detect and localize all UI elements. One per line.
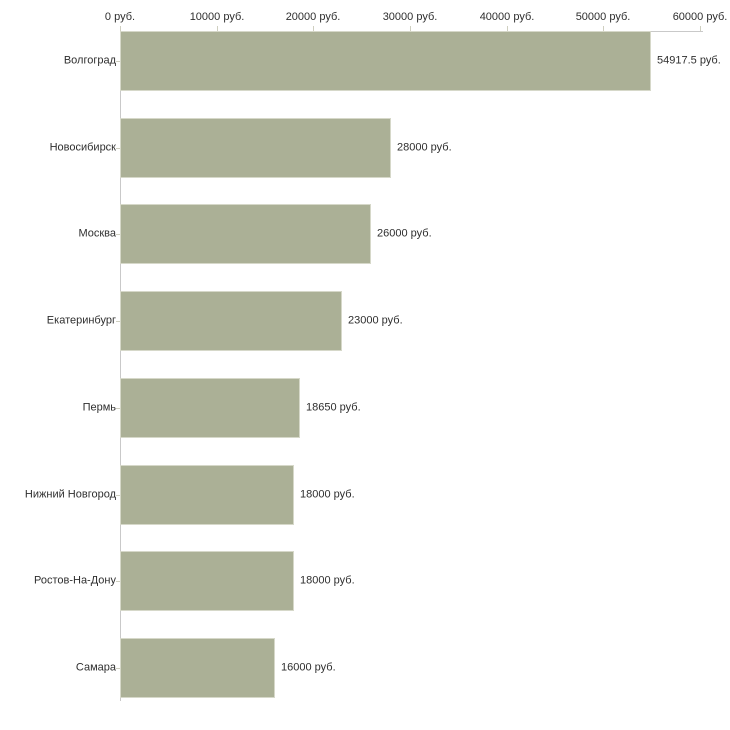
value-label: 28000 руб. xyxy=(397,141,452,154)
y-axis-tick xyxy=(116,61,120,62)
value-label: 18000 руб. xyxy=(300,574,355,587)
bar xyxy=(120,638,275,698)
y-axis-tick xyxy=(116,668,120,669)
value-label: 54917.5 руб. xyxy=(657,54,721,67)
category-label: Пермь xyxy=(82,401,116,414)
bar xyxy=(120,551,294,611)
x-axis-tick xyxy=(217,26,218,31)
value-label: 16000 руб. xyxy=(281,661,336,674)
category-label: Новосибирск xyxy=(49,141,116,154)
value-label: 23000 руб. xyxy=(348,314,403,327)
x-axis-tick xyxy=(700,26,701,31)
x-axis-tick-label: 50000 руб. xyxy=(575,11,631,23)
y-axis-tick xyxy=(116,234,120,235)
y-axis-tick xyxy=(116,408,120,409)
value-label: 18000 руб. xyxy=(300,488,355,501)
category-label: Москва xyxy=(78,227,116,240)
y-axis-tick xyxy=(116,581,120,582)
category-label: Волгоград xyxy=(63,54,116,67)
x-axis-tick-label: 20000 руб. xyxy=(285,11,341,23)
x-axis-tick xyxy=(313,26,314,31)
category-label: Ростов-На-Дону xyxy=(33,574,116,587)
x-axis-tick-label: 60000 руб. xyxy=(672,11,728,23)
y-axis-tick xyxy=(116,495,120,496)
category-label: Екатеринбург xyxy=(46,314,116,327)
category-label: Нижний Новгород xyxy=(24,488,116,501)
x-axis-tick-label: 10000 руб. xyxy=(189,11,245,23)
bar xyxy=(120,118,391,178)
x-axis-tick-label: 0 руб. xyxy=(104,11,136,23)
y-axis-tick xyxy=(116,321,120,322)
bar xyxy=(120,465,294,525)
value-label: 26000 руб. xyxy=(377,227,432,240)
bar xyxy=(120,204,371,264)
category-label: Самара xyxy=(75,661,116,674)
y-axis-line xyxy=(120,31,121,701)
x-axis-tick-label: 40000 руб. xyxy=(479,11,535,23)
bar xyxy=(120,378,300,438)
x-axis-tick-label: 30000 руб. xyxy=(382,11,438,23)
value-label: 18650 руб. xyxy=(306,401,361,414)
y-axis-tick xyxy=(116,148,120,149)
x-axis-tick xyxy=(603,26,604,31)
x-axis-tick xyxy=(507,26,508,31)
bar xyxy=(120,291,342,351)
bar xyxy=(120,31,651,91)
x-axis-tick xyxy=(120,26,121,31)
x-axis-tick xyxy=(410,26,411,31)
